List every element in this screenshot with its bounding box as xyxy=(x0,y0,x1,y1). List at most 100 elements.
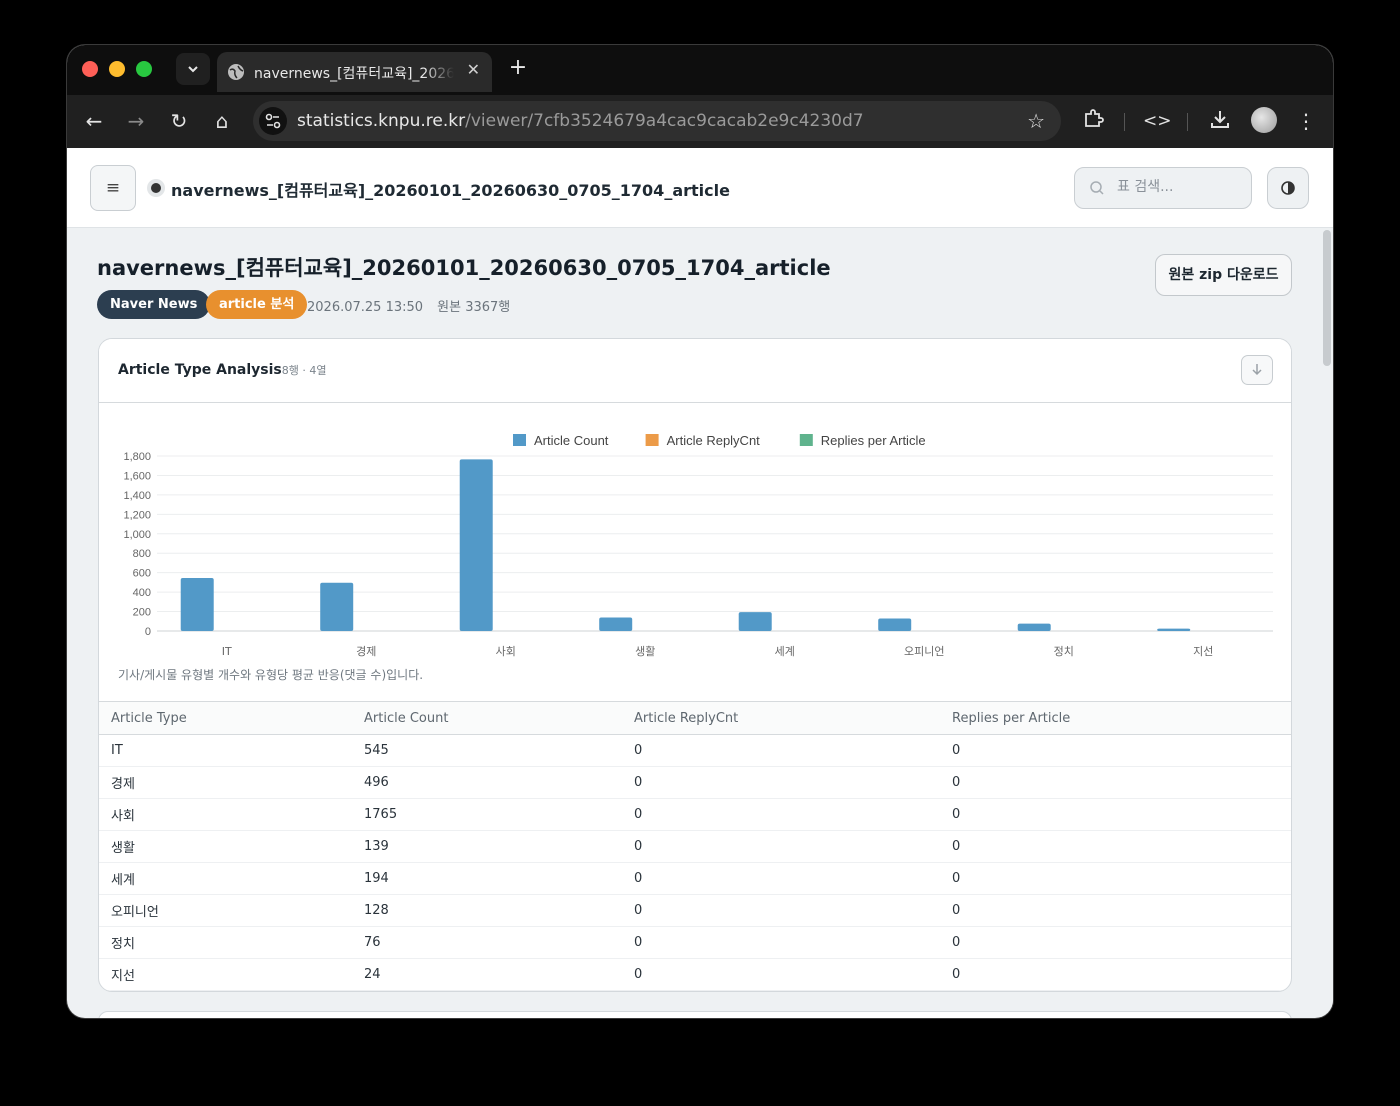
maximize-window-button[interactable] xyxy=(136,61,152,77)
x-tick-label: 지선 xyxy=(1193,645,1213,658)
page-scrollbar[interactable] xyxy=(1321,228,1333,1018)
table-cell: 76 xyxy=(352,926,622,959)
analysis-card: Article Type Analysis8행 · 4열 Article Cou… xyxy=(98,338,1292,992)
home-icon[interactable]: ⌂ xyxy=(215,109,229,133)
chart-caption: 기사/게시물 유형별 개수와 유형당 평균 반응(댓글 수)입니다. xyxy=(118,668,424,682)
table-cell: 0 xyxy=(940,798,1291,831)
table-cell: 0 xyxy=(940,734,1291,767)
column-header[interactable]: Replies per Article xyxy=(940,701,1291,735)
table-search-box[interactable] xyxy=(1074,167,1252,209)
table-cell: 194 xyxy=(352,862,622,895)
bar xyxy=(459,459,493,631)
extensions-icon[interactable] xyxy=(1080,108,1106,134)
chevron-down-icon xyxy=(188,66,198,73)
source-badge: Naver News xyxy=(97,290,211,319)
table-cell: 0 xyxy=(622,830,940,863)
browser-toolbar: ← → ↻ ⌂ statistics.knpu.re.kr/viewer/7cf… xyxy=(67,95,1333,148)
legend-label: Replies per Article xyxy=(821,433,926,448)
x-tick-label: 사회 xyxy=(496,645,516,658)
bookmark-star-icon[interactable]: ☆ xyxy=(1027,109,1045,133)
table-cell: 496 xyxy=(352,766,622,799)
tab-strip: navernews_[컴퓨터교육]_20260101_20260630_0705… xyxy=(67,45,1333,95)
legend-label: Article Count xyxy=(534,433,609,448)
y-tick-label: 1,200 xyxy=(123,509,151,521)
table-cell: 139 xyxy=(352,830,622,863)
active-tab[interactable]: navernews_[컴퓨터교육]_20260101_20260630_0705… xyxy=(217,52,492,92)
x-tick-label: 세계 xyxy=(775,645,795,658)
table-cell: 경제 xyxy=(99,766,352,799)
x-tick-label: 생활 xyxy=(635,644,655,658)
contrast-icon xyxy=(1281,181,1295,195)
table-cell: 128 xyxy=(352,894,622,927)
table-row: 세계 194 0 0 xyxy=(99,862,1291,895)
devtools-icon[interactable]: <> xyxy=(1143,111,1172,131)
status-indicator-icon xyxy=(147,179,165,197)
bar xyxy=(878,618,912,631)
column-header[interactable]: Article ReplyCnt xyxy=(622,701,940,735)
table-cell: 0 xyxy=(622,862,940,895)
bar-chart: Article Count Article ReplyCnt Replies per… xyxy=(123,433,1273,658)
close-tab-icon[interactable]: ✕ xyxy=(466,60,480,79)
download-icon[interactable] xyxy=(1207,108,1233,134)
toolbar-divider xyxy=(1187,113,1188,131)
browser-window: navernews_[컴퓨터교육]_20260101_20260630_0705… xyxy=(67,45,1333,1018)
table-row: 정치 76 0 0 xyxy=(99,926,1291,959)
table-cell: 0 xyxy=(940,894,1291,927)
table-row: 생활 139 0 0 xyxy=(99,830,1291,863)
minimize-window-button[interactable] xyxy=(109,61,125,77)
address-bar[interactable]: statistics.knpu.re.kr/viewer/7cfb3524679… xyxy=(253,101,1061,141)
bar xyxy=(320,582,354,631)
table-row: 지선 24 0 0 xyxy=(99,958,1291,991)
y-tick-label: 1,800 xyxy=(123,451,151,463)
analysis-type-badge: article 분석 xyxy=(206,290,308,319)
legend-swatch xyxy=(513,434,526,446)
table-cell: 지선 xyxy=(99,958,352,991)
header-title: navernews_[컴퓨터교육]_20260101_20260630_0705… xyxy=(171,181,730,200)
page-title: navernews_[컴퓨터교육]_20260101_20260630_0705… xyxy=(97,256,831,280)
globe-icon xyxy=(228,64,244,80)
close-window-button[interactable] xyxy=(82,61,98,77)
back-arrow-icon[interactable]: ← xyxy=(85,109,103,133)
table-row: IT 545 0 0 xyxy=(99,734,1291,767)
table-cell: 0 xyxy=(622,766,940,799)
next-card xyxy=(98,1011,1292,1018)
table-cell: 0 xyxy=(940,830,1291,863)
table-cell: 정치 xyxy=(99,926,352,959)
table-cell: 생활 xyxy=(99,830,352,863)
card-download-button[interactable] xyxy=(1241,355,1273,385)
table-search-input[interactable] xyxy=(1117,179,1242,195)
tab-title: navernews_[컴퓨터교육]_20260101_20260630_0705… xyxy=(254,66,454,82)
card-header: Article Type Analysis8행 · 4열 xyxy=(99,339,1291,403)
download-zip-button[interactable]: 원본 zip 다운로드 xyxy=(1155,254,1292,296)
bar xyxy=(1157,628,1191,631)
theme-toggle-button[interactable] xyxy=(1267,167,1309,209)
table-cell: 0 xyxy=(940,926,1291,959)
card-title: Article Type Analysis8행 · 4열 xyxy=(118,362,327,378)
y-tick-label: 1,400 xyxy=(123,490,151,502)
legend-swatch xyxy=(645,434,659,446)
table-cell: 0 xyxy=(622,958,940,991)
column-header[interactable]: Article Type xyxy=(99,701,352,735)
table-row: 사회 1765 0 0 xyxy=(99,798,1291,831)
hamburger-menu-button[interactable]: ≡ xyxy=(90,165,136,211)
tab-search-button[interactable] xyxy=(176,53,210,85)
table-cell: 사회 xyxy=(99,798,352,831)
site-info-icon[interactable] xyxy=(259,107,287,135)
bar xyxy=(1017,623,1051,631)
forward-arrow-icon[interactable]: → xyxy=(127,109,145,133)
scrollbar-thumb[interactable] xyxy=(1323,230,1331,366)
bar xyxy=(180,578,214,631)
url-text: statistics.knpu.re.kr/viewer/7cfb3524679… xyxy=(297,111,864,131)
more-menu-icon[interactable]: ⋮ xyxy=(1296,109,1316,133)
reload-icon[interactable]: ↻ xyxy=(170,109,188,133)
new-tab-button[interactable]: + xyxy=(508,55,528,80)
profile-avatar[interactable] xyxy=(1251,107,1277,133)
table-cell: 0 xyxy=(622,798,940,831)
y-tick-label: 400 xyxy=(133,587,151,599)
x-tick-label: 오피니언 xyxy=(904,645,944,658)
column-header[interactable]: Article Count xyxy=(352,701,622,735)
y-tick-label: 1,000 xyxy=(123,529,151,541)
table-cell: 0 xyxy=(622,894,940,927)
table-cell: 세계 xyxy=(99,862,352,895)
toolbar-divider xyxy=(1124,113,1125,131)
